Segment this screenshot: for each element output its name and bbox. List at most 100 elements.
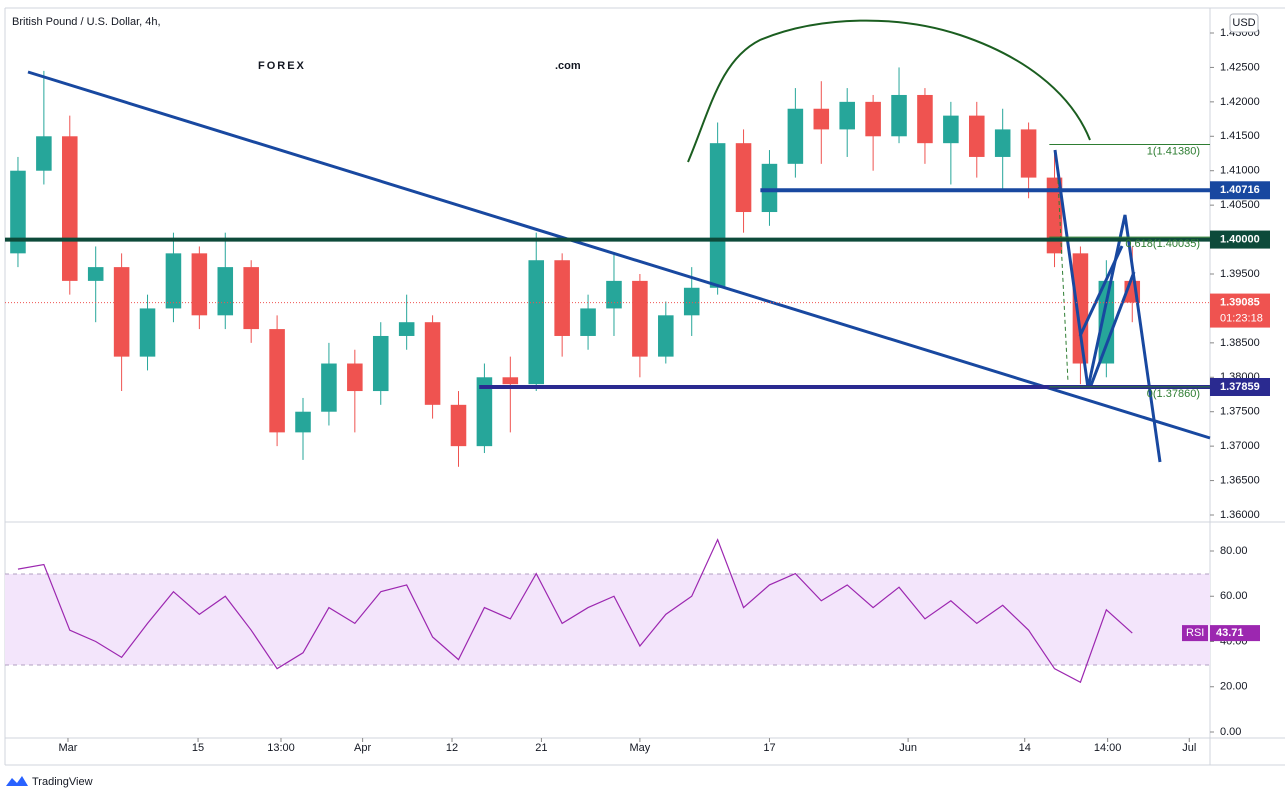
candle-body	[761, 163, 778, 213]
x-tick-label: 12	[446, 742, 458, 754]
candle-body	[1072, 253, 1089, 364]
candle-body	[606, 280, 622, 309]
x-tick-label: Mar	[58, 742, 77, 754]
candle-body	[62, 136, 78, 281]
rsi-band	[5, 574, 1210, 665]
footer-brand[interactable]: TradingView	[32, 776, 93, 788]
level-label: 1.40000	[1220, 233, 1260, 245]
x-tick-label: 14:00	[1094, 742, 1122, 754]
candle-body	[554, 260, 570, 336]
y-tick-label: 1.36000	[1220, 509, 1260, 521]
candle-body	[658, 315, 674, 357]
candle-body	[528, 260, 545, 385]
candle-body	[87, 267, 104, 281]
candle-body	[295, 411, 311, 433]
last-price-box	[1210, 293, 1270, 328]
candle-body	[476, 377, 493, 447]
level-box	[1210, 377, 1270, 396]
candle-body	[943, 115, 959, 144]
trendline	[27, 70, 1211, 440]
candle-body	[1098, 280, 1115, 364]
y-tick-label: 1.42000	[1220, 96, 1260, 108]
currency-box	[1229, 13, 1259, 33]
candle-body	[709, 143, 726, 288]
candle-body	[139, 308, 156, 357]
candle-body	[1020, 129, 1037, 178]
y-tick-label: 1.38500	[1220, 337, 1260, 349]
rsi-name: RSI	[1186, 627, 1204, 639]
x-tick-label: 15	[192, 742, 204, 754]
candle-body	[917, 94, 933, 144]
candle-body	[683, 287, 700, 316]
rsi-name-box	[1182, 625, 1208, 642]
countdown: 01:23:18	[1220, 312, 1263, 324]
x-tick-label: Apr	[354, 742, 371, 754]
currency: USD	[1232, 17, 1255, 29]
candle-body	[969, 115, 985, 157]
level-box	[1210, 230, 1270, 249]
candle-body	[191, 253, 208, 316]
rsi-line	[17, 538, 1133, 684]
y-tick-label: 80.00	[1220, 545, 1248, 557]
candle-body	[632, 280, 648, 357]
candle-body	[839, 101, 855, 130]
y-tick-label: 1.41000	[1220, 165, 1260, 177]
y-tick-label: 1.42500	[1220, 61, 1260, 73]
x-tick-label: Jun	[899, 742, 917, 754]
y-tick-label: 1.36500	[1220, 474, 1260, 486]
candle-body	[372, 335, 389, 392]
last-price-label: 1.39085	[1220, 296, 1260, 308]
y-tick-label: 20.00	[1220, 681, 1248, 693]
y-tick-label: 1.37000	[1220, 440, 1260, 452]
y-tick-label: 1.39500	[1220, 268, 1260, 280]
candle-body	[10, 170, 26, 254]
candle-body	[243, 267, 259, 330]
candle-body	[113, 267, 130, 357]
y-tick-label: 1.37500	[1220, 406, 1260, 418]
candle-body	[787, 108, 804, 164]
pattern-line	[1088, 271, 1136, 389]
level-box	[1210, 181, 1270, 200]
x-tick-label: May	[630, 742, 651, 754]
arc-drawing	[687, 19, 1091, 163]
rsi-value-box	[1210, 625, 1260, 642]
fib-label: 0(1.37860)	[1147, 388, 1200, 400]
candle-body	[217, 267, 234, 316]
candle-body	[813, 108, 830, 130]
level-label: 1.40716	[1220, 184, 1260, 196]
candle-body	[321, 363, 337, 412]
candle-body	[580, 308, 596, 336]
candle-body	[347, 363, 363, 392]
y-tick-label: 1.40500	[1220, 199, 1260, 211]
pattern-line	[1053, 149, 1162, 463]
candle-body	[398, 322, 415, 336]
fib-label: 1(1.41380)	[1147, 145, 1200, 157]
candle-body	[450, 404, 467, 447]
candle-body	[891, 94, 907, 137]
candle-body	[36, 136, 52, 171]
rsi-value: 43.71	[1216, 627, 1244, 639]
candle-body	[735, 143, 752, 213]
x-tick-label: 17	[763, 742, 775, 754]
candle-body	[424, 322, 441, 405]
logo-name: FOREX	[258, 60, 306, 72]
footer-icon	[6, 776, 28, 786]
y-tick-label: 60.00	[1220, 590, 1248, 602]
x-tick-label: 13:00	[267, 742, 295, 754]
pattern-line	[1078, 245, 1124, 337]
y-tick-label: 1.41500	[1220, 130, 1260, 142]
logo-suffix: .com	[555, 60, 581, 72]
fib-trend	[1057, 179, 1069, 383]
y-tick-label: 0.00	[1220, 726, 1241, 738]
candle-body	[165, 253, 182, 309]
fib-label: 0.618(1.40035)	[1125, 238, 1200, 250]
candle-body	[502, 377, 519, 385]
symbol-title: British Pound / U.S. Dollar, 4h,	[12, 16, 161, 28]
candle-body	[269, 329, 285, 433]
level-label: 1.37859	[1220, 381, 1260, 393]
candle-body	[994, 129, 1011, 157]
x-tick-label: 21	[535, 742, 547, 754]
x-tick-label: Jul	[1182, 742, 1196, 754]
candle-body	[865, 101, 881, 137]
